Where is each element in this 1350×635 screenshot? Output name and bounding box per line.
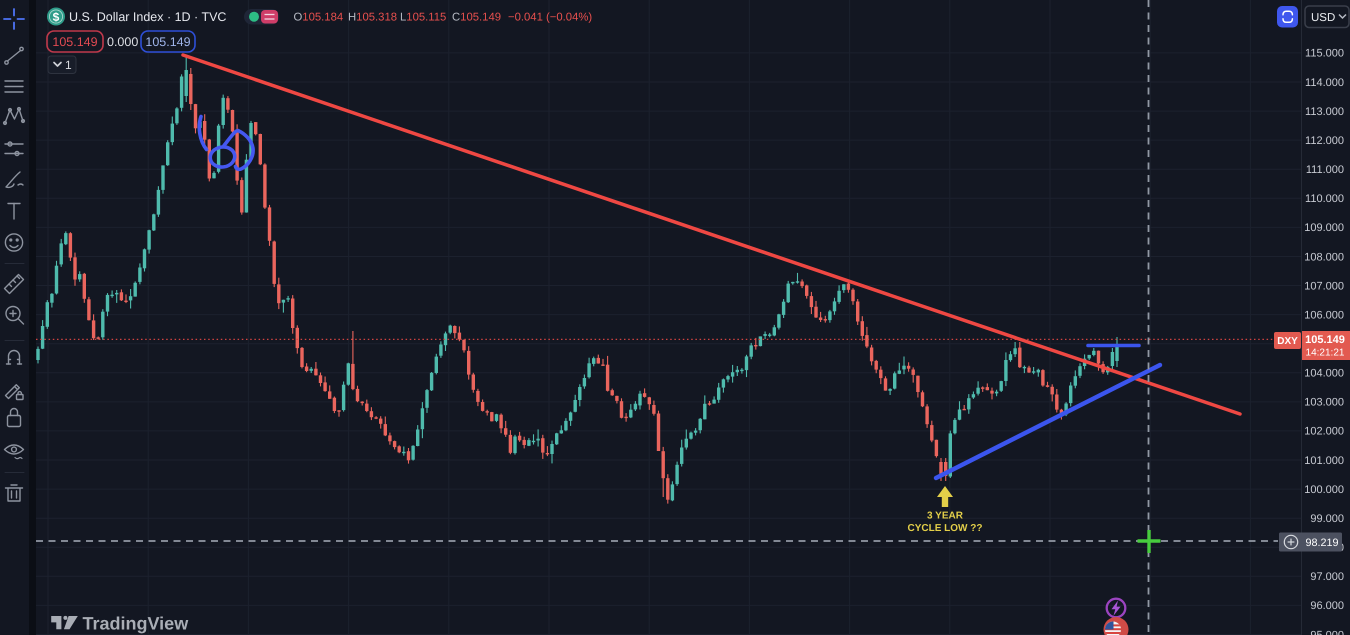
svg-text:99.000: 99.000 xyxy=(1310,513,1344,525)
svg-text:109.000: 109.000 xyxy=(1304,222,1344,234)
svg-text:113.000: 113.000 xyxy=(1305,106,1344,118)
svg-text:L105.115: L105.115 xyxy=(400,12,446,24)
svg-text:0.000: 0.000 xyxy=(107,35,138,49)
svg-text:100.000: 100.000 xyxy=(1304,484,1344,496)
svg-text:95.000: 95.000 xyxy=(1310,629,1344,635)
svg-text:104.000: 104.000 xyxy=(1304,368,1344,380)
svg-text:DXY: DXY xyxy=(1277,336,1298,347)
svg-text:108.000: 108.000 xyxy=(1304,251,1344,263)
svg-text:110.000: 110.000 xyxy=(1305,193,1344,205)
svg-text:O105.184: O105.184 xyxy=(294,12,344,24)
svg-text:105.149: 105.149 xyxy=(1305,334,1345,346)
svg-text:105.149: 105.149 xyxy=(145,35,190,49)
svg-text:14:21:21: 14:21:21 xyxy=(1306,348,1345,359)
svg-text:1: 1 xyxy=(65,58,72,72)
svg-text:3 YEAR: 3 YEAR xyxy=(927,511,964,522)
svg-text:USD: USD xyxy=(1311,12,1335,24)
svg-text:101.000: 101.000 xyxy=(1304,455,1344,467)
svg-text:107.000: 107.000 xyxy=(1304,280,1344,292)
svg-text:96.000: 96.000 xyxy=(1310,600,1344,612)
svg-text:97.000: 97.000 xyxy=(1310,571,1344,583)
svg-text:106.000: 106.000 xyxy=(1304,309,1344,321)
svg-text:114.000: 114.000 xyxy=(1305,77,1344,89)
svg-text:102.000: 102.000 xyxy=(1304,426,1344,438)
svg-text:TradingView: TradingView xyxy=(83,614,190,634)
svg-text:$: $ xyxy=(53,10,60,24)
svg-text:112.000: 112.000 xyxy=(1305,135,1344,147)
svg-text:CYCLE LOW ??: CYCLE LOW ?? xyxy=(908,523,983,534)
svg-text:98.219: 98.219 xyxy=(1305,537,1338,549)
svg-text:105.149: 105.149 xyxy=(52,35,97,49)
svg-text:103.000: 103.000 xyxy=(1304,397,1344,409)
svg-text:U.S. Dollar Index · 1D · TVC: U.S. Dollar Index · 1D · TVC xyxy=(69,10,226,24)
svg-text:115.000: 115.000 xyxy=(1305,48,1344,60)
svg-text:−0.041 (−0.04%): −0.041 (−0.04%) xyxy=(508,12,592,24)
svg-text:111.000: 111.000 xyxy=(1306,164,1344,176)
svg-text:C105.149: C105.149 xyxy=(452,12,501,24)
svg-text:H105.318: H105.318 xyxy=(348,12,397,24)
